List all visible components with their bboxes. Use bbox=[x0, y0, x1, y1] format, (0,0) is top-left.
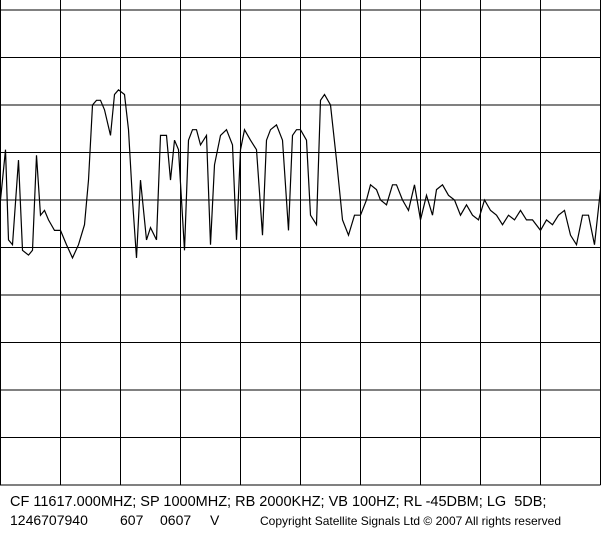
mode-text: V bbox=[210, 512, 220, 528]
graticule bbox=[0, 0, 601, 486]
code-text: 607 bbox=[120, 512, 144, 528]
code-text: 0607 bbox=[160, 512, 191, 528]
trace bbox=[0, 88, 601, 260]
id-text: 1246707940 bbox=[10, 512, 88, 528]
settings-line: CF 11617.000MHZ; SP 1000MHZ; RB 2000KHZ;… bbox=[10, 494, 546, 510]
copyright: Copyright Satellite Signals Ltd © 2007 A… bbox=[260, 514, 561, 528]
